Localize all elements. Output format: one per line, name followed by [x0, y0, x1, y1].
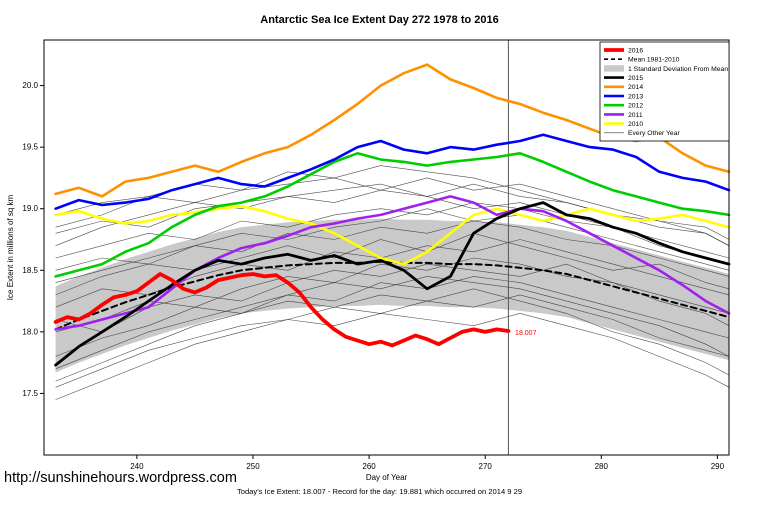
- svg-text:Every Other Year: Every Other Year: [628, 130, 680, 137]
- svg-text:2013: 2013: [628, 93, 643, 100]
- svg-text:Mean 1981-2010: Mean 1981-2010: [628, 57, 680, 64]
- chart-title: Antarctic Sea Ice Extent Day 272 1978 to…: [260, 14, 499, 26]
- blog-url-link[interactable]: http://sunshinehours.wordpress.com: [4, 470, 237, 486]
- svg-text:2016: 2016: [628, 47, 643, 54]
- svg-text:2012: 2012: [628, 103, 643, 110]
- svg-text:17.5: 17.5: [22, 389, 38, 398]
- svg-text:Ice Extent in millions of sq k: Ice Extent in millions of sq km: [6, 194, 15, 300]
- svg-text:18.5: 18.5: [22, 266, 38, 275]
- svg-text:19.5: 19.5: [22, 143, 38, 152]
- svg-text:290: 290: [711, 462, 725, 471]
- svg-text:1 Standard Deviation From Mean: 1 Standard Deviation From Mean: [628, 66, 728, 73]
- svg-text:260: 260: [362, 462, 376, 471]
- svg-text:2015: 2015: [628, 75, 643, 82]
- svg-text:2010: 2010: [628, 121, 643, 128]
- svg-text:18.007: 18.007: [515, 330, 537, 337]
- svg-text:19.0: 19.0: [22, 204, 38, 213]
- svg-text:2011: 2011: [628, 112, 643, 119]
- ice-extent-caption: Today's Ice Extent: 18.007 - Record for …: [236, 487, 523, 496]
- svg-text:18.0: 18.0: [22, 327, 38, 336]
- svg-text:280: 280: [595, 462, 609, 471]
- svg-text:250: 250: [246, 462, 260, 471]
- svg-text:240: 240: [130, 462, 144, 471]
- svg-text:2014: 2014: [628, 84, 643, 91]
- svg-text:270: 270: [479, 462, 493, 471]
- svg-text:20.0: 20.0: [22, 81, 38, 90]
- svg-text:Day of Year: Day of Year: [366, 473, 408, 482]
